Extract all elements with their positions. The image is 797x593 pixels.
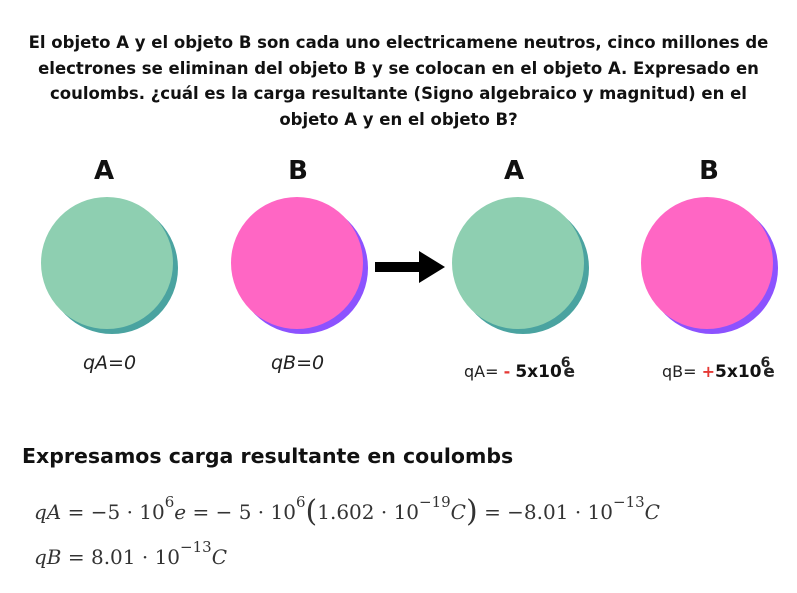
charge-b-after-unit: e [763, 362, 775, 382]
eq-qa-step3: = −8.01 · 10 [484, 500, 613, 524]
object-b-before [231, 197, 363, 329]
right-arrow-icon [375, 251, 445, 283]
eq-qa-e: e [174, 500, 187, 524]
charge-b-after: qB= +5x106e [662, 355, 775, 382]
equation-qa: qA = −5 · 106e = − 5 · 106(1.602 · 10−19… [34, 492, 660, 529]
charge-b-after-sign: + [701, 362, 716, 381]
results-title: Expresamos carga resultante en coulombs [22, 444, 514, 468]
eq-qb-unit: C [211, 545, 227, 569]
eq-qa-unit1: C [450, 500, 466, 524]
eq-qb-exp1: −13 [180, 538, 212, 557]
eq-qa-lhs: qA [34, 500, 62, 524]
charge-a-after-sign: - [503, 362, 511, 381]
charge-b-before: qB=0 [271, 352, 325, 374]
charge-a-after-magnitude: 5x10 [515, 362, 562, 382]
eq-qb-lhs: qB [34, 545, 62, 569]
charge-a-after: qA= - 5x106e [464, 355, 576, 382]
object-a-before [41, 197, 173, 329]
eq-qa-paren-open: ( [305, 494, 318, 529]
eq-qb-step1: = 8.01 · 10 [67, 545, 181, 569]
charge-a-after-exponent: 6 [560, 355, 571, 371]
charge-a-after-prefix: qA= [464, 362, 504, 381]
charge-b-after-magnitude: 5x10 [715, 362, 762, 382]
eq-qa-step2: = − 5 · 10 [192, 500, 296, 524]
eq-qa-inner: 1.602 · 10 [317, 500, 420, 524]
eq-qa-exp4: −13 [613, 493, 645, 512]
label-object-b-after: B [699, 156, 719, 186]
label-object-a-after: A [503, 156, 525, 186]
eq-qa-paren-close: ) [465, 494, 478, 529]
charge-a-before: qA=0 [83, 352, 137, 374]
eq-qa-exp3: −19 [419, 493, 451, 512]
label-object-a-before: A [93, 156, 115, 186]
charge-a-after-unit: e [563, 362, 576, 382]
charge-b-after-prefix: qB= [662, 362, 702, 381]
label-object-b-before: B [288, 156, 308, 186]
charge-b-after-exponent: 6 [760, 355, 771, 371]
object-a-after [452, 197, 584, 329]
equation-qb: qB = 8.01 · 10−13C [34, 540, 227, 569]
eq-qa-exp1: 6 [164, 493, 175, 512]
object-b-after [641, 197, 773, 329]
eq-qa-exp2: 6 [295, 493, 306, 512]
question-text: El objeto A y el objeto B son cada uno e… [28, 33, 769, 129]
eq-qa-step1: = −5 · 10 [67, 500, 165, 524]
eq-qa-unit2: C [644, 500, 660, 524]
